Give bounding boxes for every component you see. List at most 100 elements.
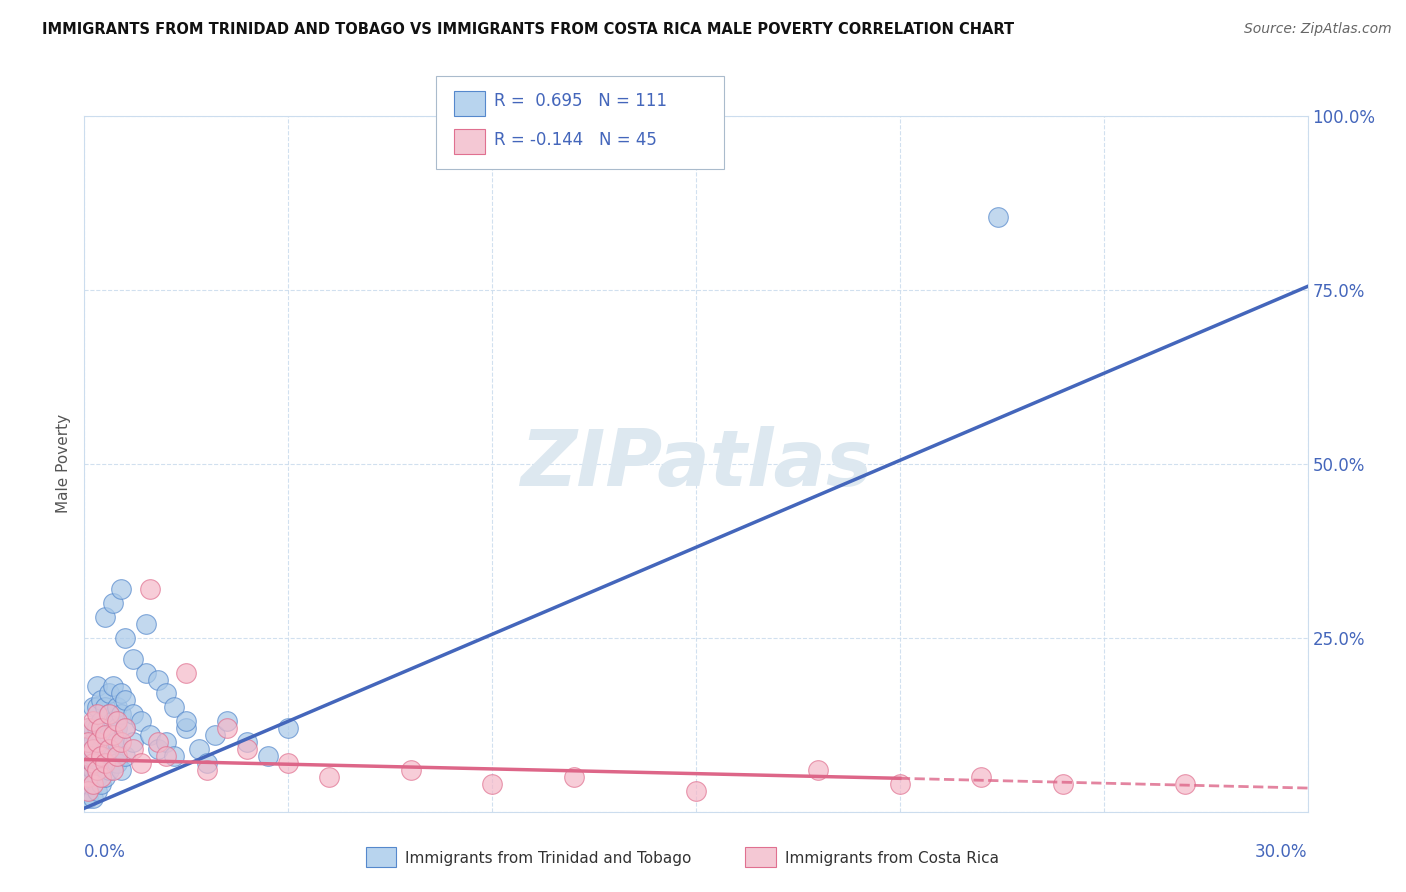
Point [987, 210, 1010, 224]
Point [82, 749, 104, 764]
Point [86, 735, 108, 749]
Point [82, 749, 104, 764]
Point [163, 700, 186, 714]
Point [146, 742, 169, 756]
Text: R =  0.695   N = 111: R = 0.695 N = 111 [494, 92, 666, 110]
Point [176, 714, 198, 729]
Point [82, 714, 104, 729]
Point [97, 763, 120, 777]
Point [110, 707, 132, 722]
Point [889, 777, 911, 791]
Point [77, 735, 100, 749]
Point [77, 756, 100, 770]
Point [77, 770, 100, 784]
Point [93, 610, 117, 624]
Point [82, 721, 104, 735]
Point [82, 763, 104, 777]
Point [86, 763, 108, 777]
Point [86, 756, 108, 770]
Point [101, 735, 124, 749]
Point [110, 735, 132, 749]
Point [90, 728, 112, 742]
Point [77, 721, 100, 735]
Point [105, 749, 128, 764]
Point [93, 770, 117, 784]
Point [86, 770, 108, 784]
Point [93, 728, 117, 742]
Point [105, 714, 128, 729]
Point [114, 749, 136, 764]
Point [807, 763, 830, 777]
Text: 0.0%: 0.0% [84, 843, 127, 861]
Text: R = -0.144   N = 45: R = -0.144 N = 45 [494, 131, 657, 149]
Point [685, 784, 707, 798]
Text: IMMIGRANTS FROM TRINIDAD AND TOBAGO VS IMMIGRANTS FROM COSTA RICA MALE POVERTY C: IMMIGRANTS FROM TRINIDAD AND TOBAGO VS I… [42, 22, 1014, 37]
Point [86, 749, 108, 764]
Point [176, 665, 198, 680]
Point [135, 616, 157, 631]
Point [97, 707, 120, 722]
Point [146, 735, 169, 749]
Point [77, 742, 100, 756]
Point [399, 763, 422, 777]
Point [101, 680, 124, 694]
Point [93, 700, 117, 714]
Point [1052, 777, 1074, 791]
Point [114, 693, 136, 707]
Point [97, 728, 120, 742]
Y-axis label: Male Poverty: Male Poverty [56, 414, 72, 514]
Point [82, 777, 104, 791]
Point [105, 756, 128, 770]
Point [77, 749, 100, 764]
Point [122, 707, 145, 722]
Point [86, 784, 108, 798]
Point [110, 582, 132, 596]
Point [236, 742, 259, 756]
Point [93, 756, 117, 770]
Point [277, 756, 299, 770]
Point [82, 756, 104, 770]
Point [77, 790, 100, 805]
Point [93, 735, 117, 749]
Point [90, 763, 112, 777]
Point [101, 749, 124, 764]
Point [110, 763, 132, 777]
Point [82, 735, 104, 749]
Point [562, 770, 585, 784]
Point [101, 714, 124, 729]
Point [236, 735, 259, 749]
Point [195, 763, 218, 777]
Point [77, 770, 100, 784]
Point [82, 777, 104, 791]
Text: 30.0%: 30.0% [1256, 843, 1308, 861]
Point [257, 749, 280, 764]
Point [114, 631, 136, 645]
Point [90, 721, 112, 735]
Point [77, 784, 100, 798]
Point [77, 777, 100, 791]
Point [97, 686, 120, 700]
Point [82, 742, 104, 756]
Point [97, 742, 120, 756]
Point [122, 651, 145, 665]
Point [155, 735, 177, 749]
Point [105, 700, 128, 714]
Point [155, 686, 177, 700]
Point [90, 777, 112, 791]
Point [90, 749, 112, 764]
Point [131, 756, 153, 770]
Point [187, 742, 209, 756]
Point [204, 728, 226, 742]
Point [481, 777, 503, 791]
Point [146, 673, 169, 687]
Point [93, 721, 117, 735]
Point [101, 763, 124, 777]
Point [195, 756, 218, 770]
Point [93, 749, 117, 764]
Point [114, 721, 136, 735]
Point [155, 749, 177, 764]
Point [77, 784, 100, 798]
Point [86, 680, 108, 694]
Point [318, 770, 340, 784]
Point [86, 735, 108, 749]
